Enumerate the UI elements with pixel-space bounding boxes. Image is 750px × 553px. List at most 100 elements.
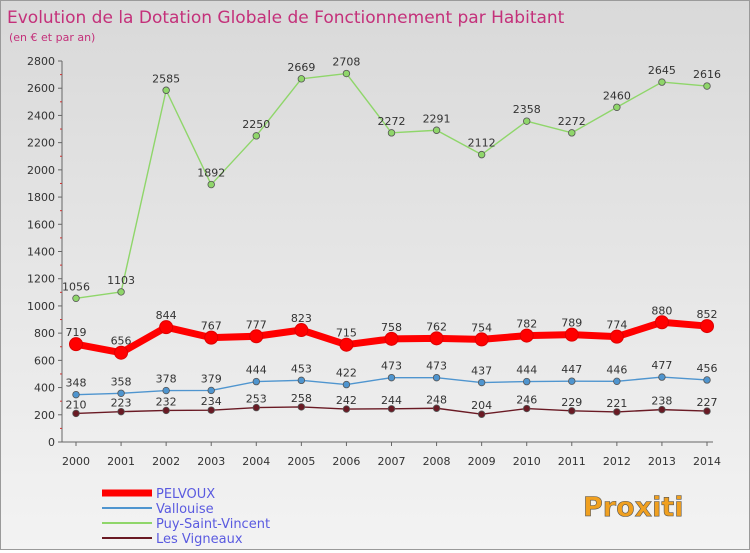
data-label: 453	[291, 362, 312, 375]
x-tick-label: 2001	[107, 455, 135, 468]
x-tick-label: 2000	[62, 455, 90, 468]
data-point	[523, 377, 531, 386]
data-point	[564, 327, 579, 342]
x-tick-label: 2010	[513, 455, 541, 468]
data-point	[207, 180, 215, 189]
data-point	[384, 331, 399, 346]
data-point	[117, 288, 125, 296]
data-label: 248	[426, 393, 447, 406]
data-label: 348	[66, 377, 87, 390]
data-point	[162, 86, 170, 94]
data-label: 444	[246, 364, 267, 377]
data-point	[117, 389, 125, 397]
data-point	[117, 407, 125, 416]
chart-title: Evolution de la Dotation Globale de Fonc…	[7, 8, 565, 28]
data-label: 880	[651, 304, 672, 317]
legend-label-Puy-Saint-Vincent: Puy-Saint-Vincent	[156, 517, 270, 532]
data-point	[114, 345, 129, 360]
data-point	[703, 407, 711, 415]
data-label: 246	[516, 394, 537, 407]
data-point	[654, 315, 669, 330]
data-label: 444	[516, 364, 537, 377]
data-point	[252, 377, 260, 386]
data-label: 229	[561, 396, 582, 409]
data-label: 221	[606, 397, 627, 410]
data-point	[207, 406, 215, 414]
data-label: 2585	[152, 72, 180, 85]
data-label: 715	[336, 327, 357, 340]
x-tick-label: 2011	[558, 455, 586, 468]
data-label: 2645	[648, 64, 676, 77]
data-label: 379	[201, 372, 222, 385]
data-label: 2250	[242, 118, 270, 131]
data-label: 774	[606, 319, 627, 332]
y-tick-label: 800	[34, 327, 55, 340]
data-label: 767	[201, 320, 222, 333]
data-point	[387, 405, 396, 413]
data-label: 2708	[332, 56, 360, 69]
data-label: 754	[471, 321, 492, 334]
data-point	[204, 330, 219, 345]
data-label: 823	[291, 312, 312, 325]
data-label: 477	[651, 359, 672, 372]
chart-subtitle: (en € et par an)	[9, 31, 95, 44]
data-label: 204	[471, 399, 492, 412]
x-tick-label: 2012	[603, 455, 631, 468]
y-tick-label: 2400	[27, 109, 55, 122]
data-point	[69, 337, 83, 352]
data-point	[342, 69, 351, 78]
data-point	[162, 406, 170, 415]
x-ticks: 2000 2001 2002 2003 2004 2005 2006 2007 2008 2009…	[62, 442, 721, 468]
data-label: 2291	[423, 112, 451, 125]
data-label: 844	[156, 309, 177, 322]
y-tick-label: 1800	[27, 191, 55, 204]
data-point	[252, 403, 260, 412]
data-label: 242	[336, 394, 357, 407]
data-label: 456	[697, 362, 718, 375]
data-label: 789	[561, 317, 582, 330]
data-point	[474, 332, 489, 347]
legend-label-PELVOUX: PELVOUX	[156, 487, 215, 502]
data-point	[432, 404, 441, 412]
data-point	[523, 404, 531, 413]
data-point	[162, 386, 170, 395]
data-point	[658, 373, 666, 381]
data-point	[477, 410, 486, 418]
x-tick-label: 2007	[378, 455, 406, 468]
data-point	[387, 373, 396, 382]
data-label: 852	[697, 308, 718, 321]
data-label: 473	[381, 360, 402, 373]
y-tick-label: 2800	[27, 55, 55, 68]
data-label: 253	[246, 393, 267, 406]
data-point	[613, 103, 621, 111]
data-point	[72, 409, 80, 418]
data-label: 232	[156, 395, 177, 408]
data-point	[658, 78, 666, 86]
x-tick-label: 2002	[152, 455, 180, 468]
x-tick-label: 2013	[648, 455, 676, 468]
data-point	[72, 390, 80, 399]
data-point	[297, 75, 306, 83]
data-point	[703, 82, 711, 90]
x-tick-label: 2009	[468, 455, 496, 468]
y-tick-label: 1000	[27, 300, 55, 313]
data-label: 1056	[62, 280, 90, 293]
data-label: 234	[201, 395, 222, 408]
data-label: 437	[471, 365, 492, 378]
data-label: 656	[111, 335, 132, 348]
x-tick-label: 2003	[197, 455, 225, 468]
data-point	[568, 377, 576, 385]
data-labels: 210 223 232 234 253 258 242 244 248 204 246 229 221 2…	[62, 56, 721, 413]
data-point	[297, 376, 306, 385]
y-tick-label: 2600	[27, 82, 55, 95]
data-label: 223	[111, 397, 132, 410]
data-label: 378	[156, 373, 177, 386]
data-point	[432, 373, 441, 382]
data-label: 227	[697, 396, 718, 409]
x-tick-label: 2005	[287, 455, 315, 468]
y-tick-label: 0	[48, 436, 55, 449]
data-point	[207, 386, 215, 395]
x-tick-label: 2004	[242, 455, 270, 468]
